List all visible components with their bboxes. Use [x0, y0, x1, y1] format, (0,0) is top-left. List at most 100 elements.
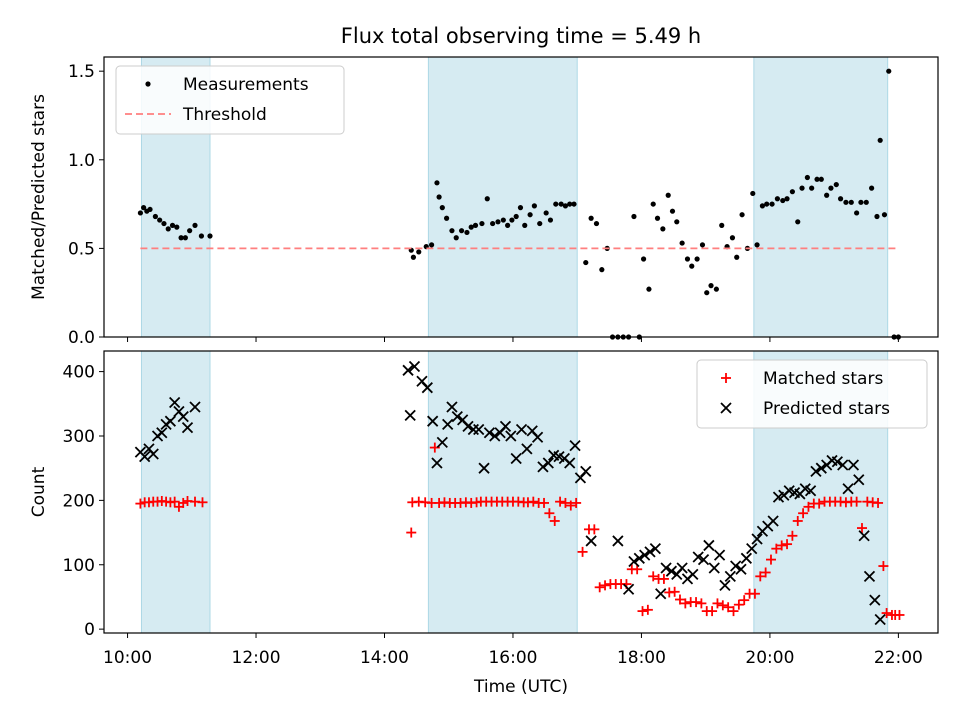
x-b — [874, 613, 886, 626]
x-b — [863, 570, 876, 582]
x-tick-label: 16:00 — [488, 648, 537, 668]
predicted-star-point — [676, 562, 688, 574]
predicted-star-point — [402, 364, 414, 376]
measurement-point — [699, 242, 706, 248]
measurement-point — [453, 235, 459, 241]
x-b — [703, 539, 715, 552]
y-axis-label: Matched/Predicted stars — [29, 94, 49, 300]
matched-star-point — [787, 530, 798, 541]
matched-star-point — [565, 500, 576, 511]
x-tick-label: 22:00 — [874, 648, 923, 668]
measurement-point — [654, 215, 661, 221]
matched-star-point — [637, 606, 648, 617]
matched-star-point — [733, 599, 744, 610]
x-b — [585, 535, 597, 547]
x-b — [676, 562, 688, 574]
matched-star-point — [178, 497, 189, 508]
y-axis-label: Count — [29, 466, 49, 517]
measurement-point — [479, 220, 485, 227]
x-b — [515, 423, 528, 436]
x-b — [708, 562, 720, 574]
measurement-point — [429, 242, 435, 248]
x-b — [467, 423, 479, 436]
x-b — [730, 560, 742, 572]
y-tick-label: 0.0 — [68, 328, 95, 348]
measurement-point — [674, 219, 680, 225]
matched-star-point — [658, 573, 669, 584]
predicted-star-point — [156, 427, 168, 439]
measurement-point — [583, 259, 589, 266]
measurement-point — [558, 201, 564, 207]
x-b — [783, 485, 795, 497]
axes-frame — [103, 56, 939, 338]
x-b — [767, 515, 779, 527]
x-b — [628, 555, 640, 568]
matched-star-point — [696, 598, 707, 609]
x-b — [510, 452, 522, 465]
predicted-star-point — [815, 462, 827, 474]
measurement-point — [207, 233, 213, 239]
measurement-point — [147, 206, 153, 213]
x-b — [826, 454, 838, 467]
measurement-point — [513, 213, 519, 220]
predicted-star-point — [585, 535, 597, 547]
predicted-star-point — [139, 450, 151, 463]
predicted-star-point — [489, 430, 501, 442]
predicted-star-point — [505, 430, 517, 442]
matched-star-point — [739, 595, 750, 606]
x-b — [842, 483, 854, 495]
matched-star-point — [669, 586, 680, 597]
predicted-star-point — [431, 457, 443, 469]
measurement-point — [660, 226, 666, 232]
measurement-point — [141, 205, 147, 211]
predicted-star-point — [730, 560, 742, 572]
predicted-star-point — [633, 552, 645, 564]
measurement-point — [729, 235, 736, 241]
x-b — [692, 551, 704, 563]
measurement-point — [588, 215, 594, 221]
x-b — [746, 543, 758, 555]
x-b — [719, 579, 731, 591]
x-b — [858, 530, 870, 542]
x-b — [483, 427, 496, 439]
matched-star-point — [528, 496, 539, 507]
x-b — [462, 420, 474, 432]
measurement-point — [869, 185, 875, 191]
measurement-point — [863, 199, 869, 205]
measurement-point — [689, 263, 695, 269]
matched-star-point — [707, 606, 718, 617]
predicted-star-point — [164, 415, 177, 427]
matched-star-point — [691, 597, 702, 608]
measurement-point — [881, 212, 888, 218]
measurement-point — [789, 189, 795, 195]
legend-dot-swatch — [145, 81, 151, 87]
x-b — [402, 364, 414, 376]
matched-star-point — [560, 497, 571, 508]
matched-star-point — [571, 497, 582, 508]
predicted-star-point — [499, 420, 512, 432]
predicted-star-point — [735, 563, 747, 575]
measurement-point — [719, 222, 725, 228]
matched-star-point — [873, 497, 884, 508]
x-b — [526, 425, 538, 437]
predicted-star-point — [427, 415, 439, 427]
measurement-point — [165, 226, 171, 232]
x-b — [655, 588, 667, 600]
measurement-point — [734, 254, 740, 260]
x-b — [139, 450, 151, 463]
legend-label: Threshold — [182, 105, 267, 125]
x-b — [735, 563, 747, 575]
x-b — [521, 443, 533, 455]
predicted-star-point — [874, 613, 886, 626]
measurement-point — [704, 290, 710, 296]
legend-label: Measurements — [183, 75, 309, 95]
measurement-point — [848, 199, 854, 205]
x-b — [665, 565, 678, 577]
x-b — [189, 401, 201, 413]
predicted-star-point — [515, 423, 528, 436]
measurement-point — [152, 213, 158, 220]
x-b — [427, 415, 439, 427]
count-panel: 0 100 200 300 400 10:00 12:00 14:00 16:00 18:00 20… — [29, 350, 939, 697]
matched-star-point — [723, 602, 734, 613]
